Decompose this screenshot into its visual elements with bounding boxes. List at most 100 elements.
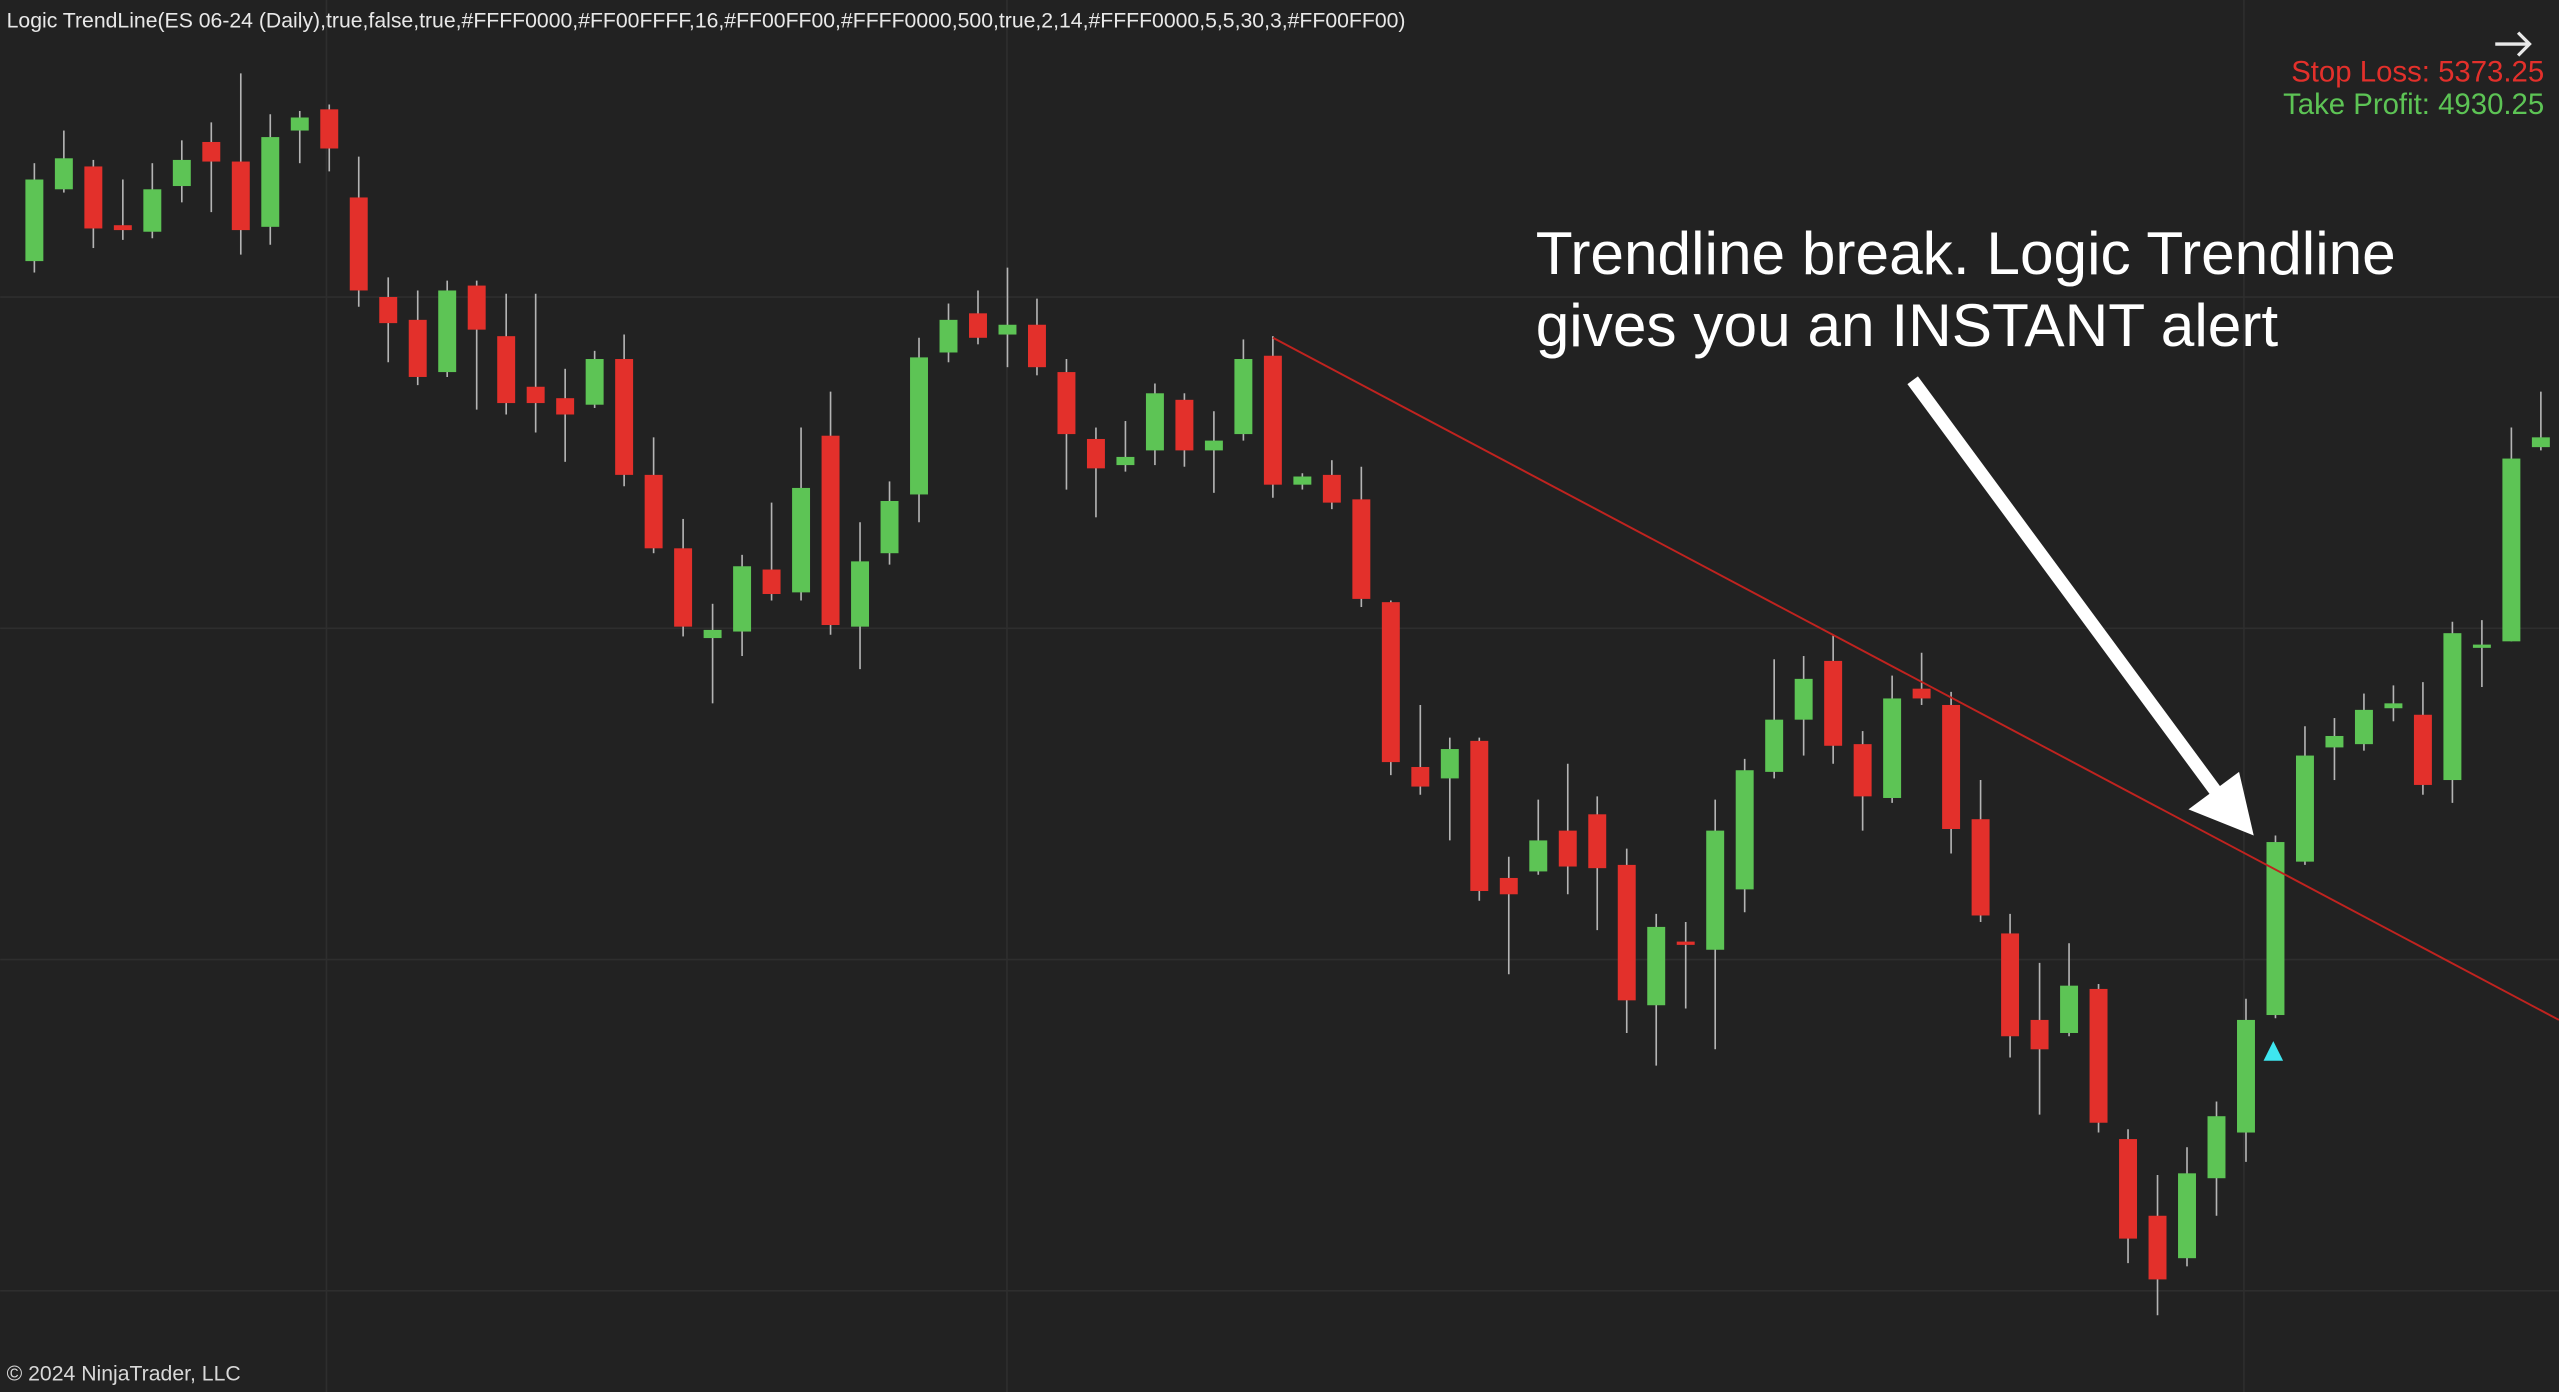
candle-body bbox=[910, 357, 928, 495]
candle-body bbox=[2030, 1019, 2049, 1050]
candle-body bbox=[2001, 933, 2020, 1037]
candle-body bbox=[2266, 842, 2285, 1016]
candle-body bbox=[1676, 941, 1695, 945]
candle-body bbox=[674, 548, 693, 627]
candle-body bbox=[2207, 1116, 2226, 1179]
candle-body bbox=[467, 285, 486, 330]
candle-body bbox=[2354, 709, 2373, 745]
candle-body bbox=[379, 297, 398, 324]
candle-body bbox=[143, 189, 162, 232]
candle-body bbox=[54, 158, 73, 190]
nav-arrow-head[interactable] bbox=[2516, 31, 2532, 57]
annotation-arrow bbox=[1907, 376, 2254, 836]
candle-body bbox=[1411, 766, 1430, 787]
candle-body bbox=[1381, 602, 1400, 763]
copyright: © 2024 NinjaTrader, LLC bbox=[7, 1363, 241, 1386]
candle-body bbox=[526, 386, 545, 404]
candle-body bbox=[408, 319, 427, 377]
candle-body bbox=[1529, 840, 1548, 872]
nav-arrow[interactable] bbox=[2495, 31, 2532, 57]
candle-body bbox=[1883, 698, 1902, 798]
candle-body bbox=[556, 398, 575, 415]
candle-body bbox=[2089, 988, 2108, 1123]
candle-body bbox=[2502, 458, 2521, 642]
candle-body bbox=[1499, 877, 1518, 895]
signal-arrow bbox=[2263, 1041, 2284, 1061]
candle-body bbox=[2060, 985, 2079, 1033]
candle-body bbox=[349, 197, 368, 291]
candle-body bbox=[2531, 437, 2550, 448]
candle-body bbox=[1263, 355, 1282, 485]
take-profit: Take Profit: 4930.25 bbox=[2283, 88, 2544, 121]
candle-body bbox=[84, 166, 103, 229]
candle-body bbox=[851, 561, 870, 627]
candle-body bbox=[172, 159, 191, 187]
candle-body bbox=[2472, 644, 2491, 648]
candle-body bbox=[1942, 704, 1961, 829]
candle-body bbox=[1558, 830, 1577, 867]
candle-body bbox=[1086, 438, 1105, 469]
candles bbox=[25, 73, 2550, 1316]
candle-body bbox=[1204, 440, 1223, 451]
candle-body bbox=[2384, 703, 2403, 709]
candle-body bbox=[2178, 1173, 2196, 1259]
candle-body bbox=[998, 324, 1017, 335]
arrow-head bbox=[2188, 771, 2254, 836]
candle-body bbox=[231, 161, 250, 231]
candle-body bbox=[1145, 393, 1164, 451]
candle-body bbox=[2325, 735, 2344, 748]
candle-body bbox=[1971, 819, 1990, 916]
candle-body bbox=[1175, 399, 1194, 451]
candle-body bbox=[1116, 456, 1135, 466]
candle-body bbox=[615, 359, 634, 475]
candle-body bbox=[733, 566, 752, 632]
candle-body bbox=[1352, 499, 1371, 599]
candle-body bbox=[113, 225, 132, 231]
candle-body bbox=[202, 141, 221, 162]
candle-body bbox=[1470, 740, 1489, 892]
candle-body bbox=[2443, 633, 2462, 781]
candle-body bbox=[1027, 324, 1046, 368]
indicator-title: Logic TrendLine(ES 06-24 (Daily),true,fa… bbox=[7, 10, 1406, 33]
candle-body bbox=[1234, 359, 1253, 435]
candle-body bbox=[703, 629, 722, 639]
stop-loss: Stop Loss: 5373.25 bbox=[2291, 56, 2544, 89]
candle-body bbox=[497, 336, 516, 404]
candle-body bbox=[1647, 926, 1666, 1006]
candle-body bbox=[438, 290, 457, 373]
candle-body bbox=[585, 359, 604, 405]
candle-body bbox=[821, 435, 840, 626]
candle-body bbox=[2148, 1215, 2167, 1280]
candle-body bbox=[880, 500, 899, 554]
candle-body bbox=[2413, 714, 2432, 785]
candle-body bbox=[25, 179, 44, 262]
candle-body bbox=[969, 313, 987, 338]
candle-body bbox=[2119, 1139, 2138, 1239]
candle-body bbox=[1912, 688, 1931, 699]
candle-body bbox=[1706, 830, 1725, 950]
candle-body bbox=[1588, 814, 1607, 869]
candle-body bbox=[1765, 719, 1784, 772]
candle-body bbox=[1617, 864, 1636, 1001]
candle-body bbox=[1057, 372, 1076, 435]
annotation-line: gives you an INSTANT alert bbox=[1536, 291, 2279, 359]
annotation-line: Trendline break. Logic Trendline bbox=[1536, 219, 2396, 287]
candle-body bbox=[644, 474, 663, 549]
candle-body bbox=[261, 137, 280, 227]
candle-body bbox=[2295, 755, 2314, 862]
candle-body bbox=[939, 319, 958, 353]
candle-body bbox=[1853, 744, 1872, 797]
candle-body bbox=[1440, 749, 1459, 779]
candle-body bbox=[1293, 476, 1312, 485]
candle-body bbox=[1322, 474, 1341, 503]
candle-body bbox=[2237, 1019, 2255, 1133]
arrow-shaft bbox=[1907, 376, 2225, 801]
candle-body bbox=[1735, 770, 1754, 890]
candle-body bbox=[1794, 678, 1813, 720]
candle-body bbox=[320, 109, 339, 149]
candle-body bbox=[1824, 660, 1843, 746]
